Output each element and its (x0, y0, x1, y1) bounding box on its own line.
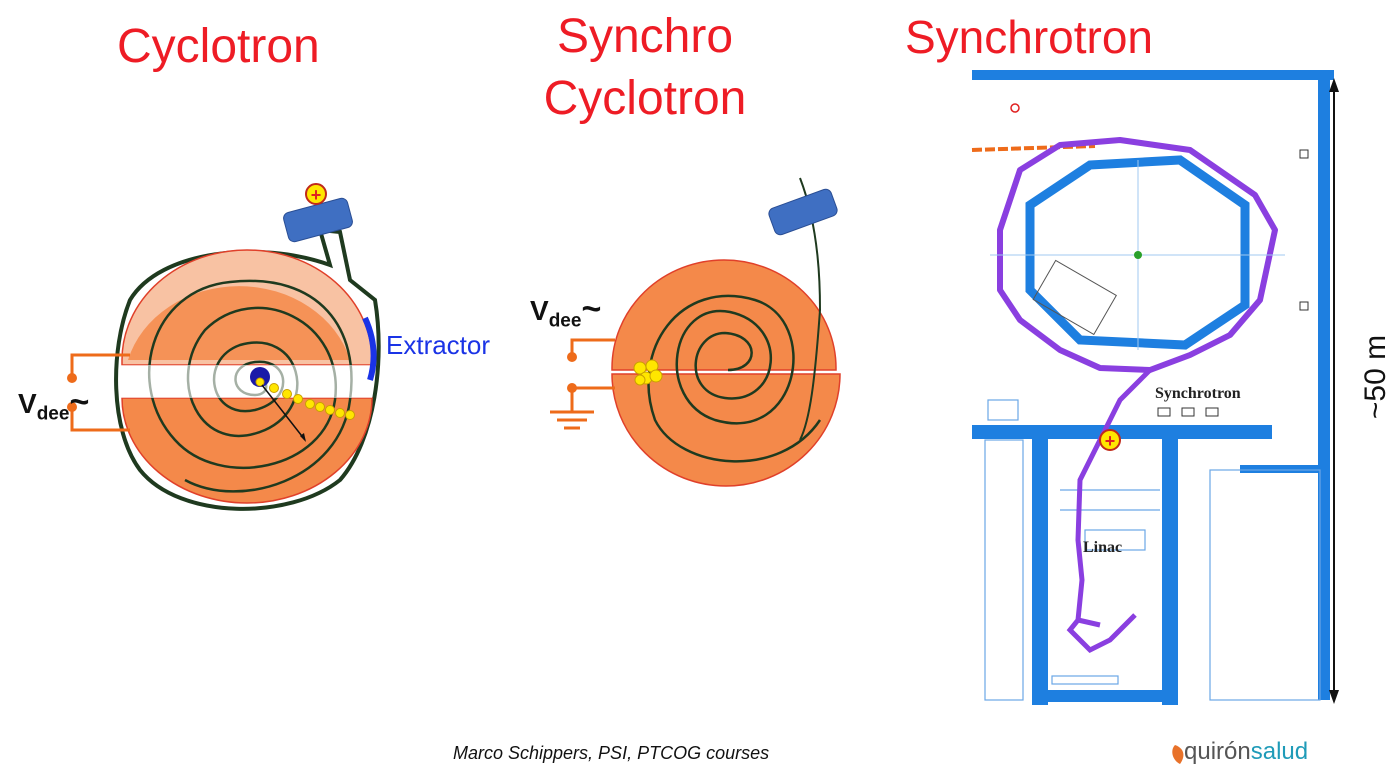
sc-particle-bunch (633, 359, 663, 386)
sc-upper-dee (611, 259, 837, 371)
sc-lower-dee (611, 373, 841, 487)
brand-logo-icon (1172, 745, 1184, 764)
plan-label-linac: Linac (1083, 539, 1122, 556)
ground-icon (550, 388, 594, 430)
distance-label: ~50 m (1359, 334, 1389, 420)
synchrotron-title: Synchrotron (905, 11, 1154, 63)
synchrocyclotron-diagram (550, 177, 841, 487)
synchrocyclotron-title-line2: Cyclotron (543, 72, 747, 125)
particle-path-linac (1066, 368, 1152, 654)
sc-spiral (647, 294, 822, 463)
extracted-particles (255, 377, 355, 420)
synchrotron-floorplan: + Synchrotron Linac (971, 70, 1339, 705)
plan-label-synchrotron: Synchrotron (1155, 385, 1241, 402)
particle-path-ring (997, 137, 1278, 373)
extractor-plate (362, 316, 377, 381)
synchrocyclotron-title-line1: Synchro (556, 10, 734, 63)
plus-charge-1: + (311, 185, 322, 205)
source-capsule (283, 197, 353, 243)
wire-top (70, 353, 130, 380)
sc-source-capsule (768, 188, 838, 236)
wire-bottom (70, 405, 130, 432)
ion-source (250, 367, 270, 387)
vdee-label-synchrocyclotron: Vdee~ (530, 290, 602, 332)
extractor-label: Extractor (386, 330, 491, 360)
cyclotron-title: Cyclotron (117, 20, 320, 73)
brand-logo: quirónsalud (1184, 738, 1309, 765)
footer-credit: Marco Schippers, PSI, PTCOG courses (453, 743, 770, 763)
vdee-label-cyclotron: Vdee~ (18, 383, 90, 425)
plus-charge-2: + (1105, 431, 1116, 451)
cyclotron-diagram: + (67, 183, 381, 511)
lower-dee (121, 397, 373, 504)
synchrotron-ring (1025, 155, 1250, 350)
